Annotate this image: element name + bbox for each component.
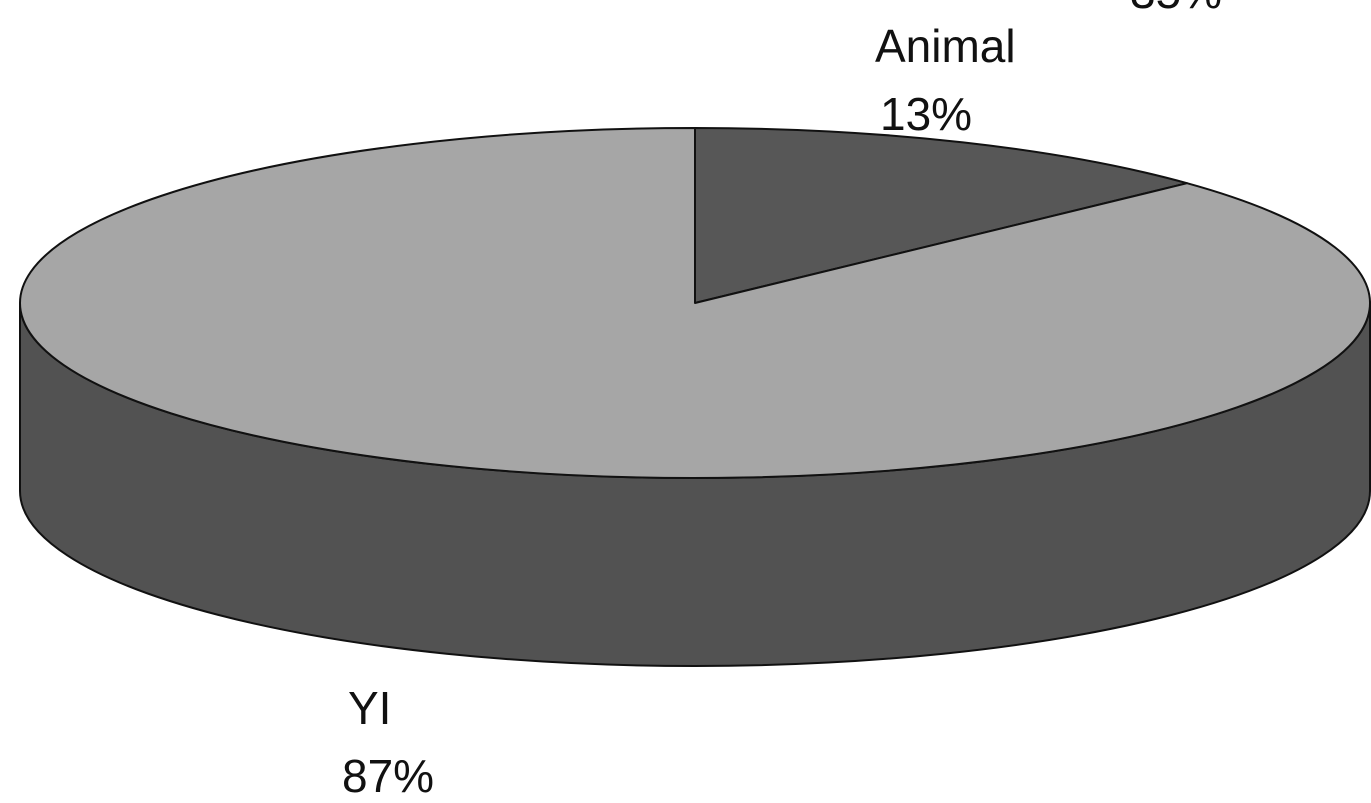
pie-slice-animal [694, 127, 1189, 304]
partial-value-label: 35% [1130, 0, 1222, 18]
slice-label-yi: YI [348, 682, 391, 734]
pie-labels: 35% Animal 13% YI 87% [342, 0, 1222, 802]
slice-label-animal: Animal [875, 20, 1016, 72]
slice-value-animal: 13% [880, 88, 972, 140]
pie-slice-yi [19, 127, 1371, 479]
pie-top-face [19, 127, 1371, 479]
slice-value-yi: 87% [342, 750, 434, 798]
